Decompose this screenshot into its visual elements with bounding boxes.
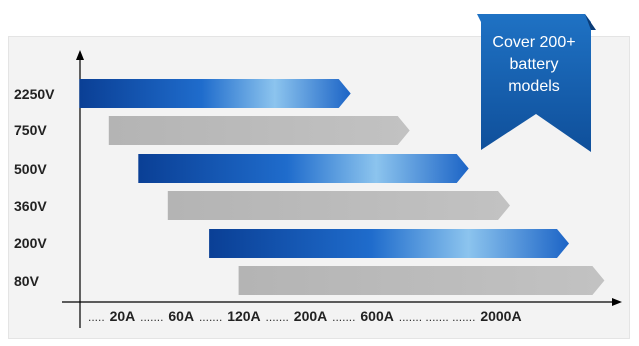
x-axis-arrow-icon [612,298,622,306]
voltage-label: 80V [14,273,39,289]
range-bar-750v [108,116,410,145]
current-label: 20A [109,308,136,324]
range-bar-500v [138,154,469,183]
current-label: 60A [168,308,195,324]
axis-dots: ....... [140,310,164,324]
voltage-label: 2250V [14,86,55,102]
axis-dots: ....... [265,310,289,324]
voltage-label: 200V [14,235,47,251]
range-bar-200v [209,229,569,258]
range-bar-80v [238,266,605,295]
current-labels: ..... 20A ....... 60A ....... 120A .....… [88,308,523,332]
ribbon-line: models [508,78,560,95]
axis-dots: ....... [332,310,356,324]
current-label: 2000A [480,308,522,324]
range-bar-360v [167,191,511,220]
axis-dots: ....... ....... ....... [398,310,476,324]
current-label: 200A [293,308,328,324]
current-label: 600A [360,308,394,324]
voltage-label: 750V [14,122,47,138]
axis-dots: ..... [88,310,105,324]
ribbon-text: Cover 200+ battery models [478,32,590,98]
voltage-label: 360V [14,198,47,214]
y-axis-arrow-icon [76,50,84,60]
ribbon-line: battery [509,56,559,73]
ribbon-banner [477,14,591,152]
range-bar-2250v [79,79,351,108]
current-label: 120A [227,308,261,324]
ribbon-line: Cover 200+ [492,34,576,51]
voltage-label: 500V [14,161,47,177]
ribbon-fold [585,14,596,30]
bars-group [79,79,605,295]
axis-dots: ....... [198,310,223,324]
